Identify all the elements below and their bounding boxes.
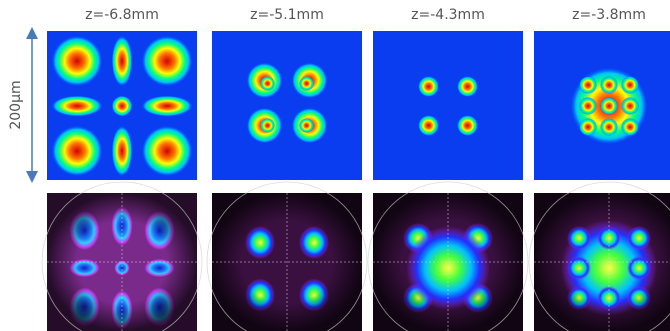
- spot: [579, 118, 597, 136]
- spot: [418, 76, 439, 97]
- spot: [457, 76, 478, 97]
- spot: [621, 76, 639, 94]
- spot: [621, 97, 639, 115]
- spot: [600, 76, 618, 94]
- spot: [52, 36, 103, 87]
- panel-bg: [373, 31, 523, 180]
- spot: [579, 76, 597, 94]
- column-label: z=-5.1mm: [250, 7, 324, 23]
- spot: [142, 36, 193, 87]
- spot: [112, 36, 133, 87]
- spot: [621, 118, 639, 136]
- column-label: z=-4.3mm: [411, 7, 485, 23]
- bottom-panel: [42, 182, 202, 331]
- panels: [42, 31, 670, 331]
- top-panel: [534, 31, 670, 180]
- spot: [142, 126, 193, 177]
- spot: [112, 96, 133, 117]
- column-label: z=-6.8mm: [85, 7, 159, 23]
- bottom-panel: [529, 182, 670, 331]
- spot: [457, 115, 478, 136]
- top-panel: [212, 31, 362, 180]
- spot: [299, 76, 314, 91]
- spot: [52, 96, 103, 117]
- spot: [299, 118, 314, 133]
- panel-bg: [212, 31, 362, 180]
- column-label: z=-3.8mm: [572, 7, 646, 23]
- spot: [112, 126, 133, 177]
- bottom-panel: [368, 182, 528, 331]
- spot: [52, 126, 103, 177]
- spot: [600, 118, 618, 136]
- spot: [260, 118, 275, 133]
- scale-label: 200µm: [8, 80, 24, 129]
- spot: [600, 97, 618, 115]
- top-panel: [47, 31, 197, 180]
- spot: [142, 96, 193, 117]
- spot: [579, 97, 597, 115]
- figure: 200µm z=-6.8mm z=-5.1mm z=-4.3mm z=-3.8mm: [0, 0, 670, 331]
- spot: [418, 115, 439, 136]
- top-panel: [373, 31, 523, 180]
- bottom-panel: [207, 182, 367, 331]
- spot: [260, 76, 275, 91]
